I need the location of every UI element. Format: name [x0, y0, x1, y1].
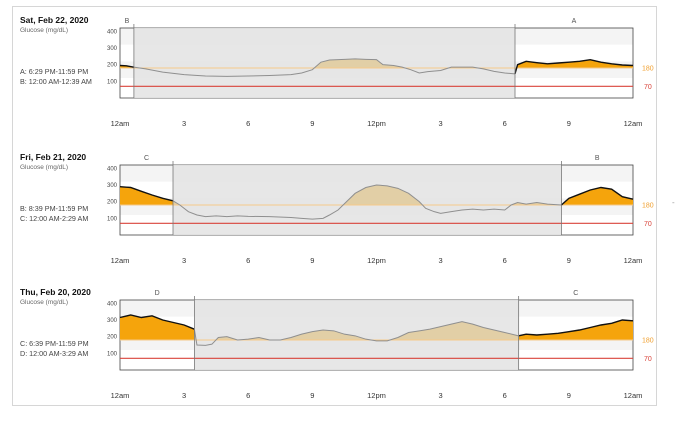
- shaded-high-area: [194, 321, 519, 340]
- x-tick-label: 3: [439, 391, 443, 400]
- glucose-line: [514, 58, 634, 75]
- x-tick-label: 3: [439, 119, 443, 128]
- y-tick-label: 400: [107, 29, 118, 35]
- segment-label: B: [595, 155, 600, 162]
- shaded-high-area: [173, 185, 562, 205]
- y-tick-label: 300: [107, 183, 118, 189]
- x-tick-label: 12pm: [367, 119, 386, 128]
- glucose-chart: 100 200 300 400 180 70 C B 12am 3 6 9 12pm 3 6 9 12am: [107, 155, 654, 265]
- x-tick-label: 6: [246, 391, 250, 400]
- segment-time-range: C: 6:39 PM-11:59 PM: [20, 339, 89, 348]
- x-tick-label: 12am: [111, 391, 130, 400]
- x-tick-label: 9: [567, 391, 571, 400]
- x-tick-label: 6: [503, 119, 507, 128]
- y-tick-label: 100: [107, 79, 118, 85]
- glucose-line: [119, 314, 195, 330]
- target-low-label: 70: [644, 84, 652, 91]
- y-tick-label: 100: [107, 351, 118, 357]
- x-tick-label: 3: [182, 256, 186, 265]
- glucose-line: [133, 58, 516, 77]
- glucose-line: [119, 64, 135, 68]
- glucose-chart: 100 200 300 400 180 70 B A 12am 3 6 9 12pm 3 6 9 12am: [107, 18, 654, 128]
- shaded-high-area: [133, 58, 516, 68]
- segment-time-range: B: 8:39 PM-11:59 PM: [20, 204, 89, 213]
- segment-label: C: [144, 155, 149, 162]
- panel-date: Thu, Feb 20, 2020: [20, 287, 91, 297]
- x-tick-label: 6: [503, 256, 507, 265]
- segment-time-range: A: 6:29 PM-11:59 PM: [20, 67, 89, 76]
- day-panel: Fri, Feb 21, 2020 Glucose (mg/dL) B: 8:39 …: [0, 152, 677, 290]
- glucose-line: [172, 184, 562, 220]
- x-tick-label: 12am: [624, 119, 643, 128]
- x-tick-label: 6: [246, 256, 250, 265]
- glucose-line: [560, 186, 634, 206]
- panel-date: Fri, Feb 21, 2020: [20, 152, 87, 162]
- y-tick-label: 300: [107, 46, 118, 52]
- segment-label: D: [155, 290, 160, 297]
- segment-label: C: [573, 290, 578, 297]
- x-tick-label: 9: [310, 256, 314, 265]
- target-high-label: 180: [642, 66, 654, 73]
- segment-label: A: [572, 18, 577, 25]
- x-tick-label: 9: [310, 119, 314, 128]
- day-panel: Sat, Feb 22, 2020 Glucose (mg/dL) A: 6:29 …: [0, 15, 677, 153]
- day-panel: Thu, Feb 20, 2020 Glucose (mg/dL) C: 6:39 …: [0, 287, 677, 425]
- y-tick-label: 400: [107, 166, 118, 172]
- target-low-label: 70: [644, 356, 652, 363]
- edge-mark: -: [672, 198, 675, 207]
- y-tick-label: 400: [107, 301, 118, 307]
- y-axis-label: Glucose (mg/dL): [20, 164, 69, 171]
- y-tick-label: 200: [107, 63, 118, 69]
- glucose-line: [119, 185, 174, 202]
- x-tick-label: 12am: [111, 119, 130, 128]
- glucose-chart: 100 200 300 400 180 70 D C 12am 3 6 9 12pm 3 6 9 12am: [107, 290, 654, 400]
- y-axis-label: Glucose (mg/dL): [20, 299, 69, 306]
- y-tick-label: 300: [107, 318, 118, 324]
- y-tick-label: 100: [107, 216, 118, 222]
- glucose-line: [193, 321, 519, 346]
- x-tick-label: 3: [182, 391, 186, 400]
- x-tick-label: 9: [310, 391, 314, 400]
- segment-label: B: [125, 18, 130, 25]
- x-tick-label: 12am: [624, 256, 643, 265]
- segment-time-range: D: 12:00 AM-3:29 AM: [20, 349, 89, 358]
- x-tick-label: 12pm: [367, 256, 386, 265]
- x-tick-label: 3: [182, 119, 186, 128]
- target-high-label: 180: [642, 203, 654, 210]
- x-tick-label: 12pm: [367, 391, 386, 400]
- panel-date: Sat, Feb 22, 2020: [20, 15, 89, 25]
- y-tick-label: 200: [107, 200, 118, 206]
- x-tick-label: 12am: [624, 391, 643, 400]
- x-tick-label: 12am: [111, 256, 130, 265]
- glucose-line: [518, 319, 634, 337]
- target-high-label: 180: [642, 338, 654, 345]
- x-tick-label: 9: [567, 119, 571, 128]
- x-tick-label: 3: [439, 256, 443, 265]
- segment-time-range: B: 12:00 AM-12:39 AM: [20, 77, 92, 86]
- segment-time-range: C: 12:00 AM-2:29 AM: [20, 214, 89, 223]
- y-axis-label: Glucose (mg/dL): [20, 27, 69, 34]
- x-tick-label: 9: [567, 256, 571, 265]
- x-tick-label: 6: [246, 119, 250, 128]
- y-tick-label: 200: [107, 335, 118, 341]
- target-low-label: 70: [644, 221, 652, 228]
- x-tick-label: 6: [503, 391, 507, 400]
